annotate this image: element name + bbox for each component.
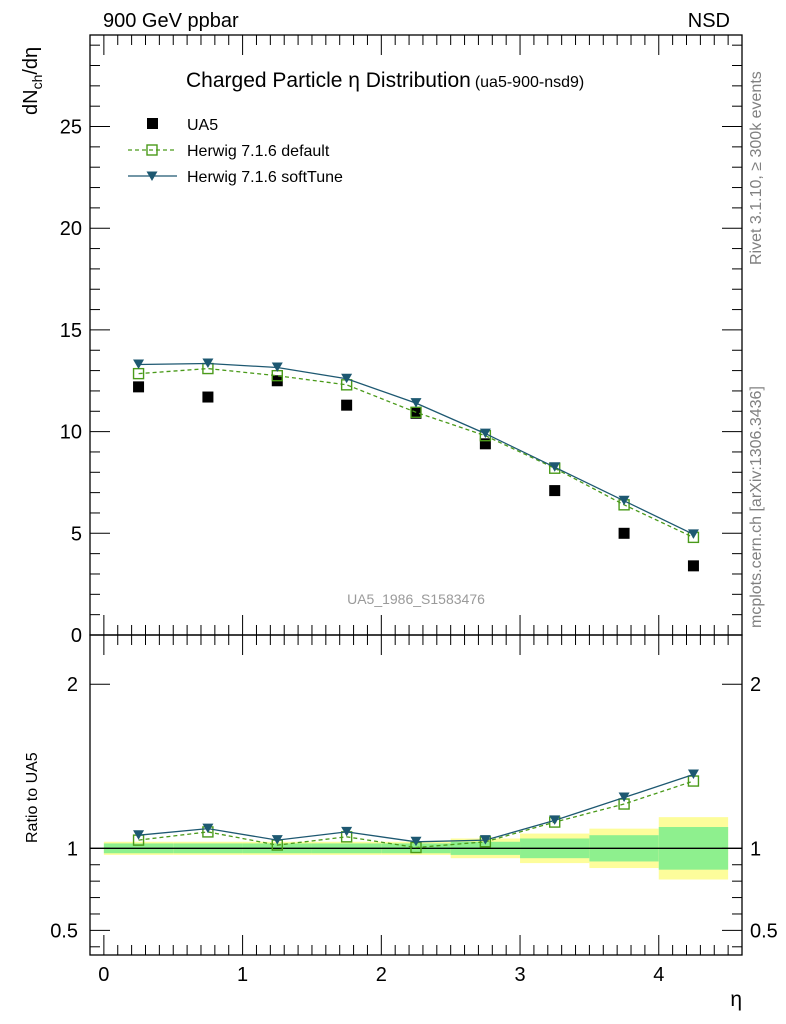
- main-panel: 0 5 10 15 20 25 Charged Particle η Distributi…: [20, 34, 743, 647]
- ratio-series-line-0: [138, 780, 694, 849]
- softtune-data-point: [133, 359, 145, 369]
- legend-label-softtune: Herwig 7.1.6 softTune: [187, 169, 343, 186]
- ua5-data-point: [479, 438, 491, 450]
- ua5-data-point: [410, 407, 422, 419]
- ratio-softtune-point: [133, 830, 145, 840]
- ratio-y-tick-label-left: 0.5: [50, 920, 78, 942]
- y-axis-label: dNch/dη: [20, 47, 45, 115]
- ratio-y-axis-label: Ratio to UA5: [24, 752, 41, 843]
- ratio-softtune-point: [202, 823, 214, 834]
- main-y-tick-label: 0: [71, 625, 82, 647]
- series-line-1: [138, 367, 694, 538]
- ratio-y-tick-label-right: 2: [750, 674, 761, 696]
- ratio-softtune-point: [410, 836, 422, 847]
- main-y-tick-label: 20: [60, 218, 82, 240]
- softtune-data-point: [687, 529, 699, 539]
- main-y-tick-label: 5: [71, 523, 82, 545]
- main-y-tick-label: 15: [60, 320, 82, 342]
- mcplots-label: mcplots.cern.ch [arXiv:1306.3436]: [748, 386, 765, 628]
- default-data-point: [271, 369, 283, 382]
- default-data-point: [132, 367, 145, 380]
- ratio-softtune-point: [549, 815, 561, 825]
- x-axis-label: η: [730, 988, 742, 1011]
- chart-title: Charged Particle η Distribution (ua5-900-…: [186, 69, 584, 92]
- softtune-data-point: [479, 428, 491, 439]
- softtune-data-point: [271, 362, 283, 373]
- analysis-reference: UA5_1986_S1583476: [347, 591, 485, 607]
- legend-marker-softtune: [146, 171, 158, 181]
- legend-label-default: Herwig 7.1.6 default: [187, 143, 330, 160]
- softtune-data-point: [410, 398, 422, 408]
- main-y-tick-label: 10: [60, 422, 82, 444]
- softtune-data-point: [618, 495, 630, 506]
- ratio-softtune-point: [341, 826, 353, 837]
- ratio-softtune-point: [271, 835, 283, 845]
- legend: UA5 Herwig 7.1.6 default Herwig 7.1.6 so…: [128, 117, 343, 186]
- ratio-softtune-point: [618, 792, 630, 802]
- main-y-tick-label: 25: [60, 117, 82, 139]
- ua5-data-point: [341, 399, 353, 411]
- x-tick-label: 3: [514, 964, 525, 986]
- x-tick-label: 0: [98, 964, 109, 986]
- ratio-softtune-point: [687, 769, 699, 779]
- ua5-data-point: [687, 560, 699, 572]
- series-line-2: [138, 362, 694, 535]
- softtune-data-point: [549, 462, 561, 472]
- header-left: 900 GeV ppbar: [103, 10, 239, 32]
- legend-label-ua5: UA5: [187, 117, 218, 134]
- svg-text:dNch/dη: dNch/dη: [20, 47, 45, 115]
- legend-marker-ua5: [147, 118, 158, 129]
- ratio-y-tick-label-left: 1: [67, 838, 78, 860]
- default-data-point: [410, 406, 422, 418]
- ratio-y-tick-label-right: 0.5: [750, 920, 778, 942]
- ratio-softtune-point: [479, 835, 491, 845]
- header-right: NSD: [688, 10, 730, 32]
- ratio-y-tick-label-left: 2: [67, 674, 78, 696]
- ua5-data-point: [618, 527, 630, 539]
- ratio-y-tick-label-right: 1: [750, 838, 761, 860]
- x-tick-label: 2: [376, 964, 387, 986]
- softtune-data-point: [202, 358, 214, 368]
- x-tick-label: 1: [237, 964, 248, 986]
- legend-marker-default: [146, 144, 158, 156]
- ua5-data-point: [133, 381, 145, 393]
- softtune-data-point: [341, 373, 353, 384]
- ratio-panel: 0 1 2 3 4 0.5 0.5 1 1 2 2 Ratio to UA5 η: [24, 634, 778, 1011]
- chart-subtitle: (ua5-900-nsd9): [475, 74, 584, 91]
- ratio-frame: [89, 634, 743, 956]
- x-tick-label: 4: [653, 964, 664, 986]
- ua5-data-point: [549, 485, 561, 497]
- rivet-label: Rivet 3.1.10, ≥ 300k events: [748, 71, 765, 265]
- ua5-data-point: [202, 391, 214, 403]
